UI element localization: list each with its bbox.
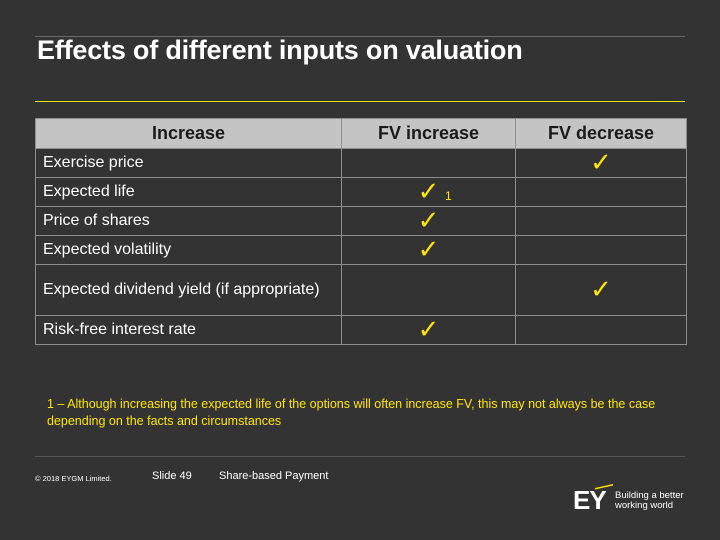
table-row: Expected life ✓ 1 (35, 177, 687, 207)
fv-decrease-cell (515, 235, 687, 265)
header-increase: Increase (35, 118, 342, 149)
fv-increase-cell (341, 264, 516, 316)
header-fv-increase: FV increase (341, 118, 516, 149)
table-row: Risk-free interest rate ✓ (35, 315, 687, 345)
fv-increase-cell: ✓ 1 (341, 177, 516, 207)
check-icon: ✓ (417, 206, 440, 236)
check-icon: ✓ (417, 177, 440, 207)
footer-rule (35, 456, 685, 457)
row-label: Expected volatility (35, 235, 342, 265)
title-underline (35, 101, 685, 102)
row-label: Exercise price (35, 148, 342, 178)
copyright-text: © 2018 EYGM Limited. (35, 474, 112, 483)
table-row: Exercise price ✓ (35, 148, 687, 178)
slide-number: Slide 49 (152, 470, 192, 482)
tagline-line-2: working world (615, 500, 674, 511)
slide-title: Effects of different inputs on valuation (37, 35, 523, 65)
ey-logo-text: EY (573, 485, 606, 510)
fv-increase-cell: ✓ (341, 235, 516, 265)
table-row: Price of shares ✓ (35, 206, 687, 236)
row-label: Expected life (35, 177, 342, 207)
fv-increase-cell (341, 148, 516, 178)
ey-logo-icon: EY (573, 484, 613, 510)
table-row: Expected dividend yield (if appropriate)… (35, 264, 687, 316)
fv-decrease-cell (515, 315, 687, 345)
footnote: 1 – Although increasing the expected lif… (47, 397, 656, 428)
header-fv-decrease: FV decrease (515, 118, 687, 149)
fv-increase-cell: ✓ (341, 315, 516, 345)
check-icon: ✓ (417, 315, 440, 345)
fv-increase-cell: ✓ (341, 206, 516, 236)
row-label: Risk-free interest rate (35, 315, 342, 345)
row-label: Price of shares (35, 206, 342, 236)
fv-decrease-cell (515, 206, 687, 236)
tagline-line-1: Building a better (615, 490, 684, 501)
footnote-marker: 1 (445, 189, 452, 203)
top-rule (35, 36, 685, 37)
ey-logo: EY Building a better working world (573, 484, 684, 511)
row-label: Expected dividend yield (if appropriate) (35, 264, 342, 316)
logo-tagline: Building a better working world (615, 491, 684, 511)
check-icon: ✓ (590, 148, 612, 178)
check-icon: ✓ (590, 275, 612, 305)
fv-decrease-cell (515, 177, 687, 207)
table-row: Expected volatility ✓ (35, 235, 687, 265)
presentation-title: Share-based Payment (219, 470, 329, 482)
fv-decrease-cell: ✓ (515, 148, 687, 178)
table-header-row: Increase FV increase FV decrease (35, 118, 687, 149)
fv-decrease-cell: ✓ (515, 264, 687, 316)
check-icon: ✓ (417, 235, 440, 265)
valuation-table: Increase FV increase FV decrease Exercis… (35, 118, 687, 345)
